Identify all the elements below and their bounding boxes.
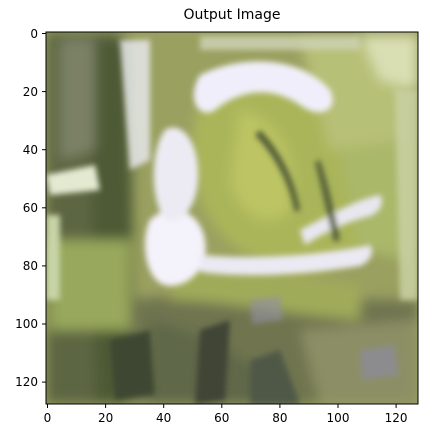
x-tick-label: 0: [44, 411, 52, 425]
x-tick-label: 120: [385, 411, 408, 425]
x-axis: 0 20 40 60 80 100 120: [44, 404, 408, 425]
plot-title: Output Image: [183, 7, 281, 23]
x-tick-label: 80: [272, 411, 287, 425]
x-tick-label: 60: [214, 411, 229, 425]
y-tick-label: 40: [23, 143, 38, 157]
x-tick-label: 40: [156, 411, 171, 425]
y-tick-label: 120: [15, 375, 38, 389]
y-tick-label: 0: [30, 27, 38, 41]
x-tick-label: 20: [98, 411, 113, 425]
y-tick-label: 60: [23, 201, 38, 215]
x-tick-label: 100: [327, 411, 350, 425]
axes-frame: [45, 31, 419, 405]
y-axis: 0 20 40 60 80 100 120: [15, 27, 46, 389]
y-tick-label: 20: [23, 85, 38, 99]
y-tick-label: 100: [15, 317, 38, 331]
y-tick-label: 80: [23, 259, 38, 273]
output-image: [46, 32, 418, 404]
